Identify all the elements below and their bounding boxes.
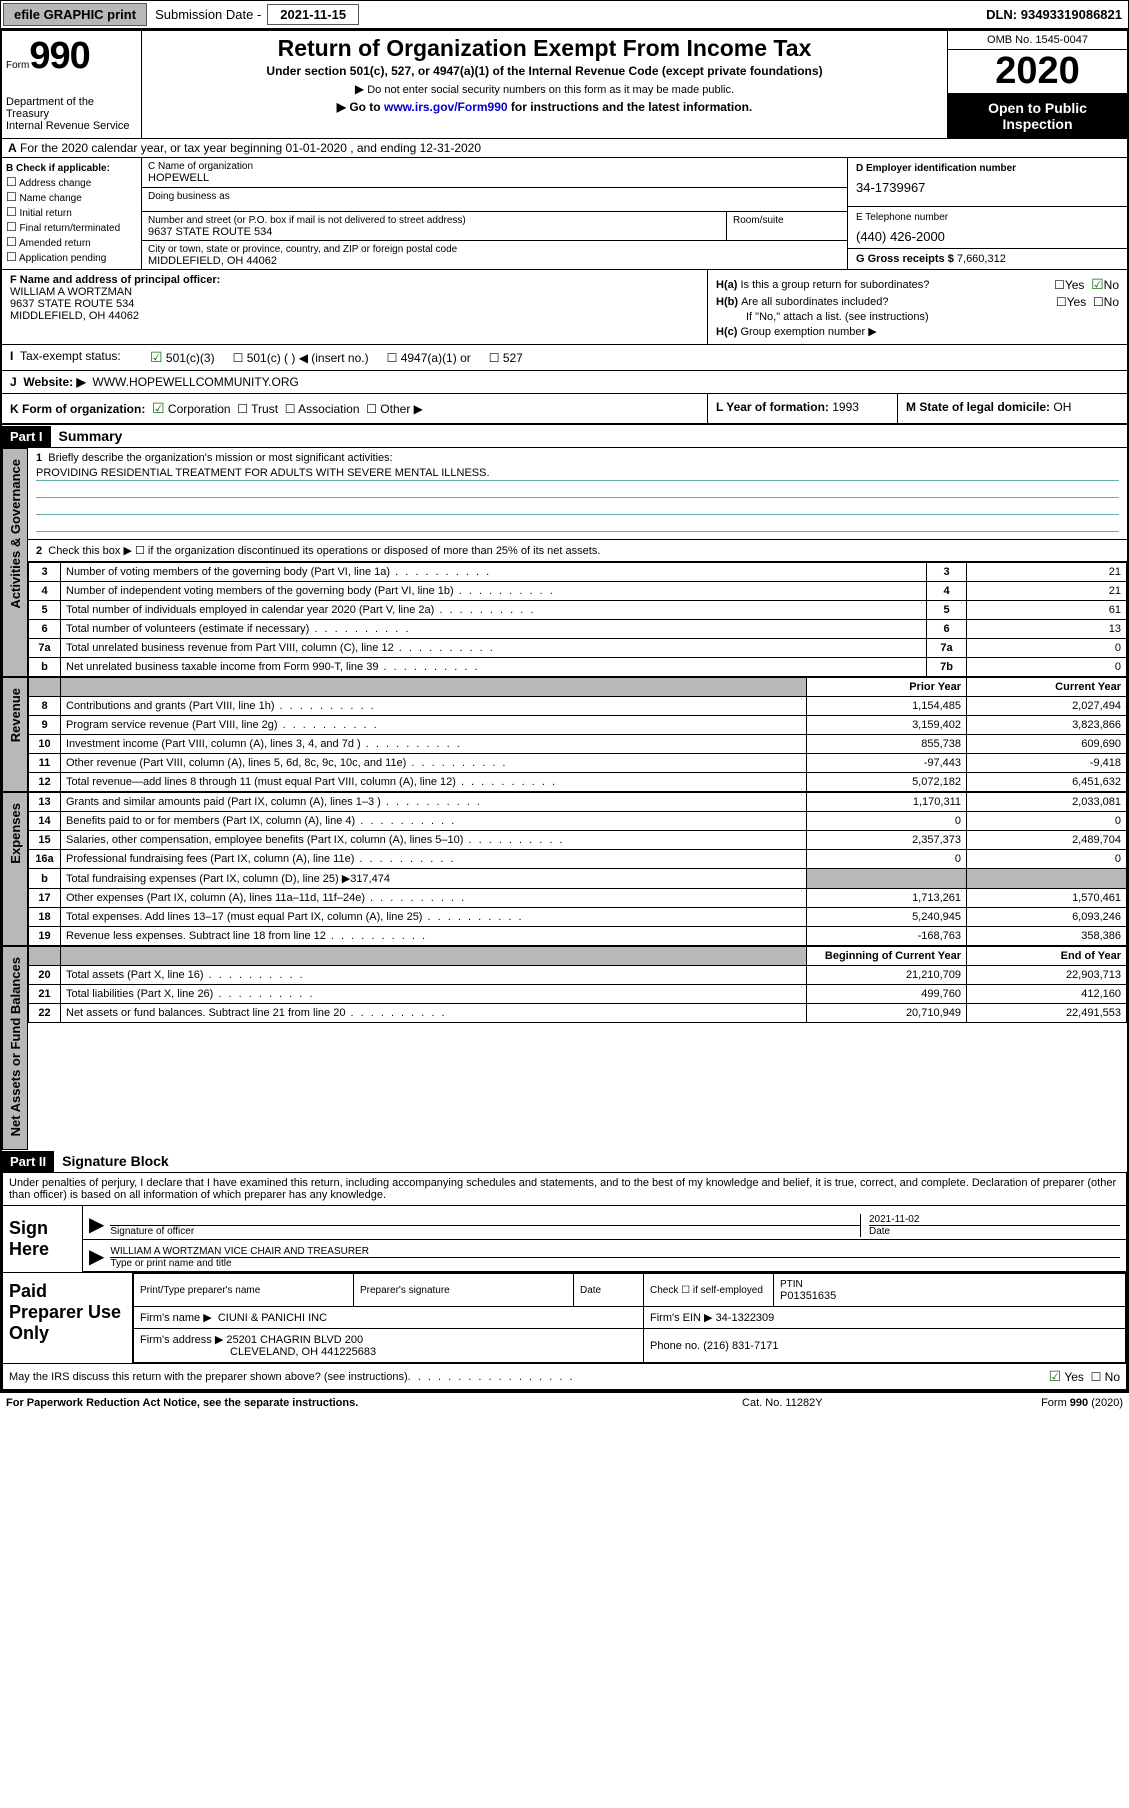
col-h: H(a) Is this a group return for subordin… — [707, 270, 1127, 344]
form-main: Form990 Department of the Treasury Inter… — [0, 29, 1129, 1392]
col-f: F Name and address of principal officer:… — [2, 270, 707, 344]
part2-header: Part II Signature Block — [2, 1150, 1127, 1173]
ein: 34-1739967 — [856, 180, 1119, 195]
netassets-section: Net Assets or Fund Balances Beginning of… — [2, 946, 1127, 1150]
governance-section: Activities & Governance 1 Briefly descri… — [2, 448, 1127, 677]
expenses-table: 13Grants and similar amounts paid (Part … — [28, 792, 1127, 946]
year-formation: 1993 — [832, 400, 859, 414]
col-b: B Check if applicable: ☐ Address change … — [2, 158, 142, 269]
mission-text: PROVIDING RESIDENTIAL TREATMENT FOR ADUL… — [36, 467, 1119, 481]
netassets-table: Beginning of Current YearEnd of Year20To… — [28, 946, 1127, 1023]
col-c: C Name of organizationHOPEWELL Doing bus… — [142, 158, 847, 269]
firm-ein: 34-1322309 — [716, 1312, 775, 1324]
open-inspection: Open to Public Inspection — [948, 94, 1127, 138]
perjury-declaration: Under penalties of perjury, I declare th… — [3, 1173, 1126, 1206]
form-header: Form990 Department of the Treasury Inter… — [2, 31, 1127, 139]
org-city: MIDDLEFIELD, OH 44062 — [148, 255, 277, 267]
department: Department of the Treasury Internal Reve… — [6, 96, 137, 132]
form-subtitle: Under section 501(c), 527, or 4947(a)(1)… — [146, 64, 943, 78]
section-fh: F Name and address of principal officer:… — [2, 270, 1127, 345]
topbar: efile GRAPHIC print Submission Date - 20… — [0, 0, 1129, 29]
form-number: 990 — [29, 35, 89, 77]
org-address: 9637 STATE ROUTE 534 — [148, 226, 272, 238]
ptin: P01351635 — [780, 1290, 836, 1302]
signature-arrow-icon: ▶ — [89, 1212, 104, 1237]
col-d: D Employer identification number34-17399… — [847, 158, 1127, 269]
governance-table: 3Number of voting members of the governi… — [28, 562, 1127, 677]
expenses-section: Expenses 13Grants and similar amounts pa… — [2, 792, 1127, 946]
form-note1: ▶ Do not enter social security numbers o… — [146, 82, 943, 96]
sig-date: 2021-11-02 — [869, 1214, 919, 1225]
irs-link[interactable]: www.irs.gov/Form990 — [384, 100, 508, 114]
submission-date: 2021-11-15 — [267, 4, 359, 25]
header-center: Return of Organization Exempt From Incom… — [142, 31, 947, 138]
firm-address: 25201 CHAGRIN BLVD 200 — [226, 1334, 363, 1346]
signature-section: Under penalties of perjury, I declare th… — [2, 1173, 1127, 1390]
row-a: A For the 2020 calendar year, or tax yea… — [2, 139, 1127, 158]
officer-name-title: WILLIAM A WORTZMAN VICE CHAIR AND TREASU… — [110, 1246, 369, 1257]
state-domicile: OH — [1053, 400, 1071, 414]
section-j-website: J Website: ▶ WWW.HOPEWELLCOMMUNITY.ORG — [2, 371, 1127, 394]
omb-number: OMB No. 1545-0047 — [948, 31, 1127, 50]
website: WWW.HOPEWELLCOMMUNITY.ORG — [92, 375, 298, 389]
signature-arrow-icon: ▶ — [89, 1244, 104, 1269]
header-right: OMB No. 1545-0047 2020 Open to Public In… — [947, 31, 1127, 138]
form-note2: ▶ Go to www.irs.gov/Form990 for instruct… — [146, 100, 943, 114]
section-bcd: B Check if applicable: ☐ Address change … — [2, 158, 1127, 270]
org-name: HOPEWELL — [148, 172, 209, 184]
part1-header: Part I Summary — [2, 425, 1127, 448]
form-number-block: Form990 Department of the Treasury Inter… — [2, 31, 142, 138]
paid-preparer-label: Paid Preparer Use Only — [3, 1273, 133, 1363]
section-i-tax-exempt: I Tax-exempt status: ☑ 501(c)(3) ☐ 501(c… — [2, 345, 1127, 371]
form-title: Return of Organization Exempt From Incom… — [146, 35, 943, 62]
revenue-section: Revenue Prior YearCurrent Year8Contribut… — [2, 677, 1127, 792]
gross-receipts: 7,660,312 — [957, 253, 1006, 265]
page-footer: For Paperwork Reduction Act Notice, see … — [0, 1392, 1129, 1413]
phone: (440) 426-2000 — [856, 229, 1119, 244]
dln-label: DLN: 93493319086821 — [980, 7, 1128, 22]
submission-label: Submission Date - — [149, 7, 267, 22]
firm-name: CIUNI & PANICHI INC — [218, 1312, 327, 1324]
officer-name: WILLIAM A WORTZMAN — [10, 286, 132, 298]
sign-here-label: Sign Here — [3, 1206, 83, 1272]
efile-button[interactable]: efile GRAPHIC print — [3, 3, 147, 26]
discuss-row: May the IRS discuss this return with the… — [3, 1363, 1126, 1389]
firm-phone: (216) 831-7171 — [703, 1340, 778, 1352]
section-klm: K Form of organization: ☑ Corporation ☐ … — [2, 394, 1127, 425]
revenue-table: Prior YearCurrent Year8Contributions and… — [28, 677, 1127, 792]
tax-year: 2020 — [948, 50, 1127, 94]
